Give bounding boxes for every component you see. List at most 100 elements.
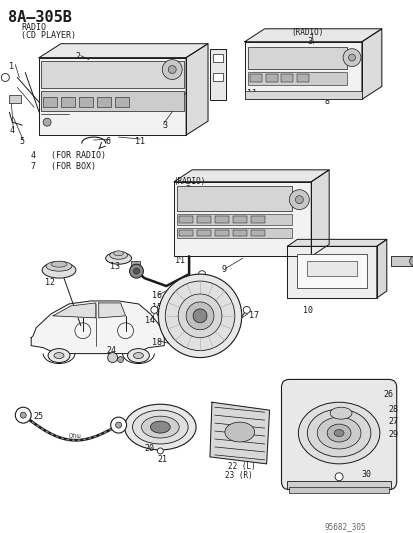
Circle shape [157, 448, 163, 454]
Polygon shape [174, 170, 328, 182]
Bar [390, 256, 412, 266]
Text: 16: 16 [152, 291, 162, 300]
Ellipse shape [298, 402, 379, 464]
Ellipse shape [124, 404, 196, 450]
Bar [177, 185, 292, 211]
Bar [244, 91, 361, 99]
Ellipse shape [109, 251, 127, 259]
Bar [79, 98, 93, 107]
Text: 3: 3 [185, 185, 190, 193]
Circle shape [334, 473, 342, 481]
Ellipse shape [46, 261, 72, 271]
Circle shape [243, 306, 249, 313]
Text: 14: 14 [145, 316, 155, 325]
Circle shape [115, 422, 121, 428]
Polygon shape [311, 170, 328, 256]
Polygon shape [376, 239, 386, 298]
Text: 30: 30 [360, 470, 370, 479]
Ellipse shape [224, 422, 254, 442]
Text: 5: 5 [19, 137, 24, 146]
Polygon shape [31, 301, 164, 353]
Circle shape [178, 294, 221, 338]
FancyBboxPatch shape [281, 379, 396, 490]
Bar [306, 261, 356, 276]
Circle shape [192, 309, 206, 323]
Ellipse shape [48, 349, 70, 362]
Ellipse shape [316, 417, 360, 449]
Bar [41, 61, 184, 88]
Bar [197, 215, 211, 223]
Ellipse shape [306, 409, 370, 457]
Ellipse shape [105, 252, 131, 264]
Text: 9: 9 [221, 265, 226, 274]
Ellipse shape [51, 261, 67, 267]
Bar [61, 98, 75, 107]
Text: (CD PLAYER): (CD PLAYER) [21, 31, 76, 40]
Bar [130, 261, 140, 269]
Circle shape [107, 353, 117, 362]
Text: 4: 4 [9, 126, 14, 135]
Polygon shape [244, 42, 361, 99]
Text: 4   (FOR RADIO): 4 (FOR RADIO) [31, 151, 106, 160]
Text: 17: 17 [248, 311, 258, 320]
Circle shape [1, 74, 9, 82]
Polygon shape [53, 303, 95, 318]
Bar [250, 230, 264, 237]
Ellipse shape [326, 424, 350, 442]
Bar [97, 98, 110, 107]
Text: (RADIO): (RADIO) [173, 177, 205, 186]
Circle shape [158, 274, 241, 358]
Text: 11: 11 [246, 90, 256, 99]
Ellipse shape [333, 430, 343, 437]
Text: 12: 12 [45, 278, 55, 287]
Bar [43, 98, 57, 107]
Text: 10: 10 [303, 306, 313, 315]
Circle shape [129, 264, 143, 278]
Circle shape [43, 118, 51, 126]
Text: 95682_305: 95682_305 [323, 522, 365, 531]
Bar [179, 215, 192, 223]
Polygon shape [39, 58, 186, 135]
Bar [179, 230, 192, 237]
Ellipse shape [113, 251, 123, 256]
Circle shape [150, 306, 157, 313]
Text: 11: 11 [175, 256, 185, 265]
Bar [249, 75, 261, 83]
Bar [214, 215, 228, 223]
Bar [297, 254, 366, 288]
Text: 21: 21 [157, 455, 167, 464]
Bar [177, 229, 292, 238]
Ellipse shape [150, 421, 170, 433]
Bar [297, 75, 309, 83]
Circle shape [20, 412, 26, 418]
Text: 1: 1 [9, 62, 14, 70]
Text: 19: 19 [192, 348, 202, 357]
Text: RADIO: RADIO [21, 23, 46, 32]
Circle shape [289, 190, 309, 209]
Bar [177, 214, 292, 225]
Polygon shape [287, 246, 376, 298]
Ellipse shape [133, 353, 143, 359]
Bar [232, 230, 246, 237]
Bar [289, 487, 388, 492]
Circle shape [348, 54, 355, 61]
Text: 20: 20 [144, 444, 154, 453]
Text: 2: 2 [76, 52, 81, 61]
Bar [214, 230, 228, 237]
Circle shape [15, 407, 31, 423]
Bar [265, 75, 277, 83]
Circle shape [133, 268, 139, 274]
Ellipse shape [127, 349, 149, 362]
Ellipse shape [132, 410, 188, 444]
Circle shape [165, 281, 234, 351]
Text: 11: 11 [135, 137, 145, 146]
Circle shape [186, 302, 214, 330]
Ellipse shape [141, 416, 179, 438]
Text: 7   (FOR BOX): 7 (FOR BOX) [31, 162, 96, 171]
Text: 13: 13 [109, 262, 119, 271]
Bar [247, 71, 346, 85]
Text: 26: 26 [383, 390, 393, 399]
Circle shape [110, 417, 126, 433]
Bar [247, 47, 346, 69]
Bar [212, 54, 222, 62]
